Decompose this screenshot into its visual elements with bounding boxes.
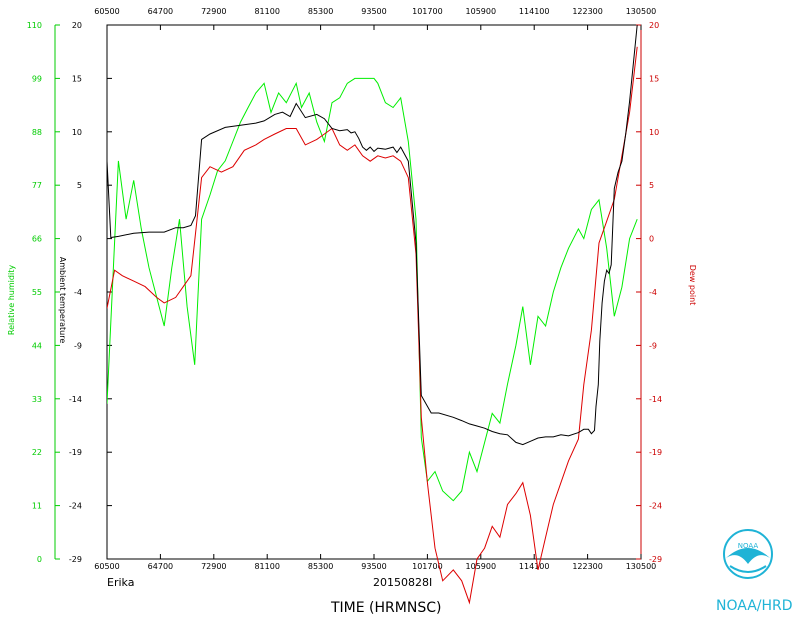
noaa-logo-text: NOAA	[738, 542, 759, 550]
y-tick-label: -4	[74, 288, 82, 297]
y-tick-label: 0	[77, 235, 82, 244]
y-tick-label: 22	[32, 448, 42, 457]
dewpoint-ticks: -29 -24 -19 -14 -9 -4 0 5 10 15 20	[636, 21, 662, 564]
storm-name: Erika	[107, 576, 134, 589]
series-line-dew-point	[107, 46, 638, 605]
y-tick-label: 15	[72, 74, 82, 83]
y-tick-label: -29	[69, 555, 82, 564]
rh-ticks: 0 11 22 33 44 55 66 77 88 99 110	[27, 21, 60, 564]
y-tick-label: 55	[32, 288, 42, 297]
x-bottom-tick-label: 60500	[94, 562, 119, 571]
x-top-tick-label: 114100	[519, 7, 550, 16]
y-tick-label: -9	[649, 341, 657, 350]
y-tick-label: 33	[32, 395, 42, 404]
x-bottom-tick-label: 85300	[308, 562, 333, 571]
x-bottom-tick-label: 122300	[572, 562, 603, 571]
x-top-tick-label: 72900	[201, 7, 226, 16]
series-line-temperature	[107, 25, 638, 446]
x-top-ticks: 60500 64700 72900 81100 85300 93500 101700 1059…	[94, 7, 656, 30]
x-top-tick-label: 101700	[412, 7, 443, 16]
x-top-tick-label: 130500	[626, 7, 657, 16]
date-label: 20150828I	[373, 576, 432, 589]
y-tick-label: 0	[649, 235, 654, 244]
y-tick-label: -14	[649, 395, 662, 404]
temperature-axis-label: Ambient temperature	[58, 257, 67, 344]
x-top-tick-label: 64700	[148, 7, 173, 16]
x-bottom-tick-label: 81100	[254, 562, 279, 571]
series-line-relative-humidity	[107, 77, 638, 502]
y-tick-label: 15	[649, 74, 659, 83]
y-tick-label: 77	[32, 181, 42, 190]
x-bottom-tick-label: 114100	[519, 562, 550, 571]
y-tick-label: -4	[649, 288, 657, 297]
series-layer	[107, 25, 638, 605]
rh-axis-label: Relative humidity	[7, 265, 16, 335]
plot-frame	[106, 24, 642, 560]
x-top-tick-label: 85300	[308, 7, 333, 16]
x-top-tick-label: 60500	[94, 7, 119, 16]
agency-label: NOAA/HRD	[716, 598, 793, 614]
x-bottom-tick-label: 105900	[466, 562, 497, 571]
y-tick-label: 66	[32, 235, 42, 244]
noaa-logo-icon: NOAA	[723, 529, 773, 579]
y-tick-label: 99	[32, 74, 42, 83]
y-tick-label: -14	[69, 395, 82, 404]
y-tick-label: -24	[649, 502, 662, 511]
x-bottom-tick-label: 93500	[361, 562, 386, 571]
x-bottom-tick-label: 101700	[412, 562, 443, 571]
y-tick-label: 10	[649, 128, 659, 137]
dewpoint-axis-label: Dew point	[688, 265, 697, 306]
y-tick-label: -29	[649, 555, 662, 564]
y-tick-label: -24	[69, 502, 82, 511]
y-tick-label: 44	[32, 341, 42, 350]
x-top-tick-label: 93500	[361, 7, 386, 16]
x-bottom-tick-label: 64700	[148, 562, 173, 571]
y-tick-label: 0	[37, 555, 42, 564]
y-tick-label: -9	[74, 341, 82, 350]
y-tick-label: -19	[649, 448, 662, 457]
y-tick-label: -19	[69, 448, 82, 457]
x-top-tick-label: 105900	[466, 7, 497, 16]
y-tick-label: 5	[77, 181, 82, 190]
y-tick-label: 20	[649, 21, 659, 30]
x-bottom-ticks: 60500 64700 72900 81100 85300 93500 101700 1059…	[94, 554, 656, 571]
y-tick-label: 11	[32, 502, 42, 511]
x-axis-label: TIME (HRMNSC)	[330, 600, 441, 616]
temperature-ticks: -29 -24 -19 -14 -9 -4 0 5 10 15 20	[69, 21, 112, 564]
x-bottom-tick-label: 72900	[201, 562, 226, 571]
x-bottom-tick-label: 130500	[626, 562, 657, 571]
y-tick-label: 88	[32, 128, 42, 137]
x-top-tick-label: 81100	[254, 7, 279, 16]
y-tick-label: 5	[649, 181, 654, 190]
y-tick-label: 110	[27, 21, 42, 30]
y-tick-label: 10	[72, 128, 82, 137]
y-tick-label: 20	[72, 21, 82, 30]
x-top-tick-label: 122300	[572, 7, 603, 16]
